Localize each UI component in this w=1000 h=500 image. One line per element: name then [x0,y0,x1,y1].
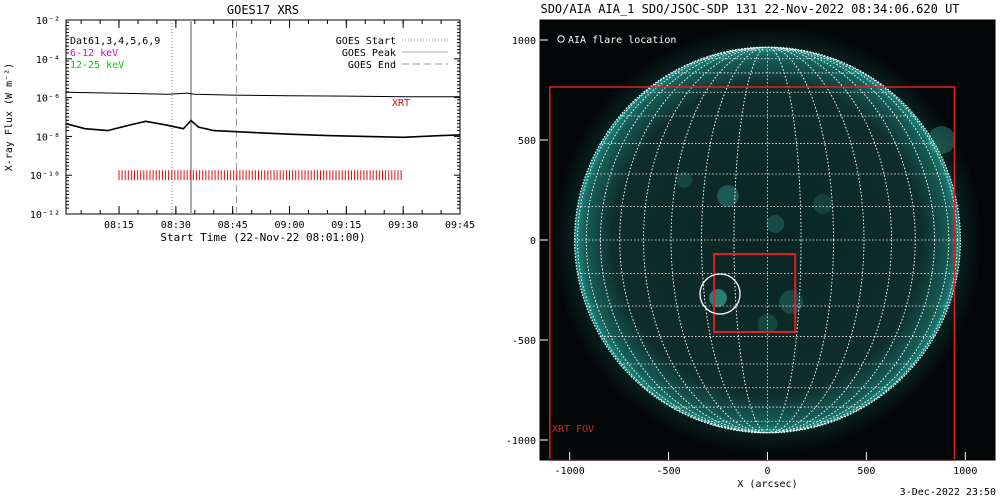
goes-xrs-plot: GOES17 XRS 10⁻¹² 10⁻¹⁰ 10⁻⁸ 10⁻⁶ 10⁻⁴ 10⁻² 08:1… [4,3,475,244]
y-tick-label: 0 [530,236,536,247]
y-tick-label: -1000 [506,436,536,447]
goes-series-line [65,91,460,98]
goes-xrs-panel: GOES17 XRS 10⁻¹² 10⁻¹⁰ 10⁻⁸ 10⁻⁶ 10⁻⁴ 10⁻² 08:1… [4,3,475,244]
xrt-observation-marks [118,170,402,181]
active-region [927,126,956,154]
limb-outline [574,46,961,434]
legend-left-entry: Dat61,3,4,5,6,9 [70,36,160,47]
y-tick-label: 10⁻⁸ [36,132,60,143]
x-tick-label: 09:30 [388,220,418,231]
x-tick-label: 09:00 [274,220,304,231]
longitude-line [733,47,802,433]
active-region [779,290,804,314]
y-tick-label: 10⁻¹⁰ [30,171,60,182]
y-tick-label: 1000 [512,36,536,47]
legend-right-entry: GOES End [348,60,396,71]
goes-ylabel: X-ray Flux (W m⁻²) [4,63,15,171]
legend-right-entry: GOES Peak [342,48,396,59]
y-tick-label: 10⁻⁶ [36,94,60,105]
x-tick-label: 0 [764,466,770,477]
flare-location-circle [699,273,741,315]
aia-xlabel: X (arcsec) [737,479,797,490]
goes-title: GOES17 XRS [227,3,299,17]
x-tick-label: 09:15 [331,220,361,231]
legend-left-entry: 6-12 keV [70,48,118,59]
goes-series-line [65,119,461,139]
aia-image [540,20,995,460]
x-tick-label: -500 [657,466,681,477]
x-tick-label: 500 [857,466,875,477]
longitude-line [585,47,950,433]
legend-flare-location: AIA flare location [568,35,676,46]
aia-image-plot: SDO/AIA AIA_1 SDO/JSOC-SDP 131 22-Nov-20… [506,2,996,490]
longitude-line [670,47,865,433]
longitude-line [701,47,834,433]
active-region [717,185,739,207]
x-tick-label: -1000 [555,466,585,477]
y-tick-label: 10⁻⁴ [36,55,60,66]
longitude-line [577,47,958,433]
legend-right-entry: GOES Start [336,36,396,47]
xrt-inner-box [713,253,797,333]
goes-axes-frame [65,19,461,215]
xrt-label: XRT [392,98,410,109]
aia-title: SDO/AIA AIA_1 SDO/JSOC-SDP 131 22-Nov-20… [540,2,959,16]
heliographic-grid [574,47,961,433]
active-region [813,194,833,214]
longitude-line [619,47,916,433]
longitude-line [643,47,892,433]
footer-timestamp: 3-Dec-2022 23:50 [899,487,996,498]
y-tick-label: -500 [512,336,536,347]
y-tick-label: 500 [518,136,536,147]
longitude-line [600,47,935,433]
active-region [709,289,727,307]
active-region [766,215,785,233]
x-tick-label: 1000 [953,466,977,477]
y-tick-label: 10⁻¹² [30,210,60,221]
xrt-fov-label: XRT FOV [552,424,594,435]
y-tick-label: 10⁻² [36,16,60,27]
legend-left-entry: 12-25 keV [70,60,124,71]
x-tick-label: 08:45 [218,220,248,231]
active-region [676,172,693,188]
x-tick-label: 08:15 [104,220,134,231]
goes-xlabel: Start Time (22-Nov-22 08:01:00) [160,231,365,244]
legend-circle-icon [557,35,565,43]
x-tick-label: 08:30 [161,220,191,231]
aia-image-panel: SDO/AIA AIA_1 SDO/JSOC-SDP 131 22-Nov-20… [500,0,1000,500]
x-tick-label: 09:45 [445,220,475,231]
